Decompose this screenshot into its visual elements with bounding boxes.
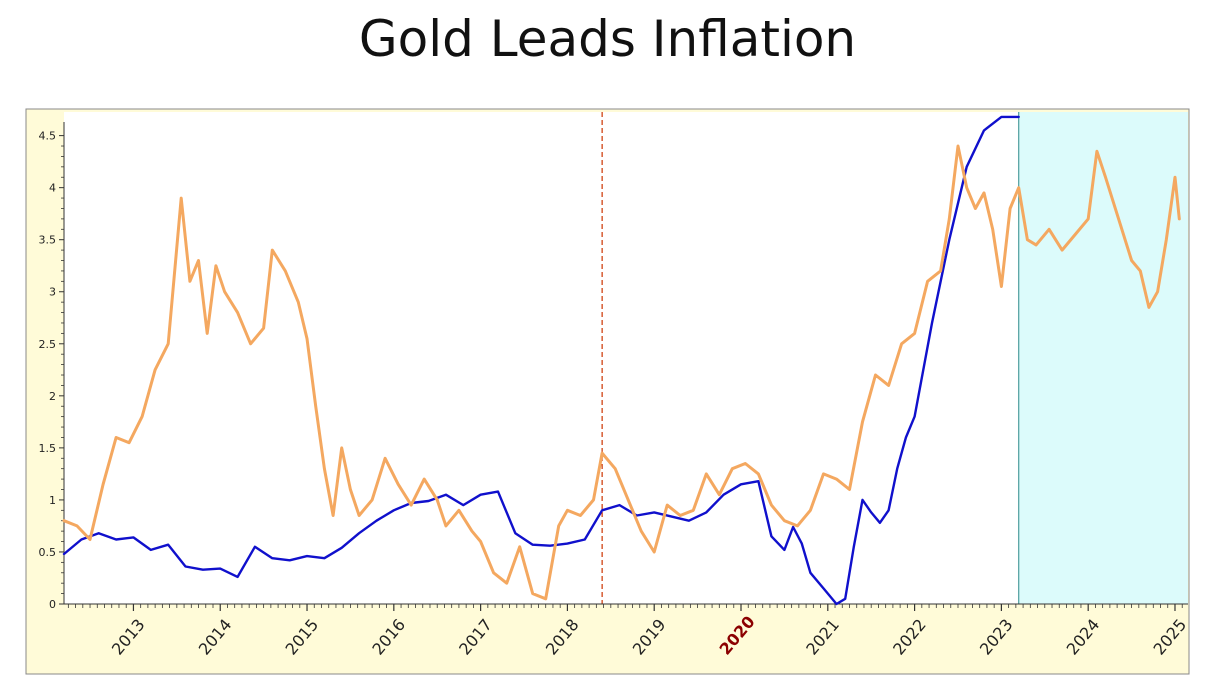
chart-title: Gold Leads Inflation: [358, 10, 857, 68]
y-tick-label: 0: [49, 598, 56, 611]
forecast-region: [1018, 112, 1188, 604]
y-tick-label: 4: [49, 182, 56, 195]
y-tick-label: 0.5: [39, 546, 57, 559]
series-line-inflation: [62, 115, 1020, 606]
plot-area: [64, 112, 1188, 604]
y-tick-label: 2: [49, 390, 56, 403]
y-tick-label: 1.5: [39, 442, 57, 455]
y-tick-label: 3.5: [39, 234, 57, 247]
series-line-gold: [62, 144, 1181, 601]
y-tick-label: 3: [49, 286, 56, 299]
y-tick-label: 4.5: [39, 130, 57, 143]
y-tick-label: 2.5: [39, 338, 57, 351]
y-tick-label: 1: [49, 494, 56, 507]
